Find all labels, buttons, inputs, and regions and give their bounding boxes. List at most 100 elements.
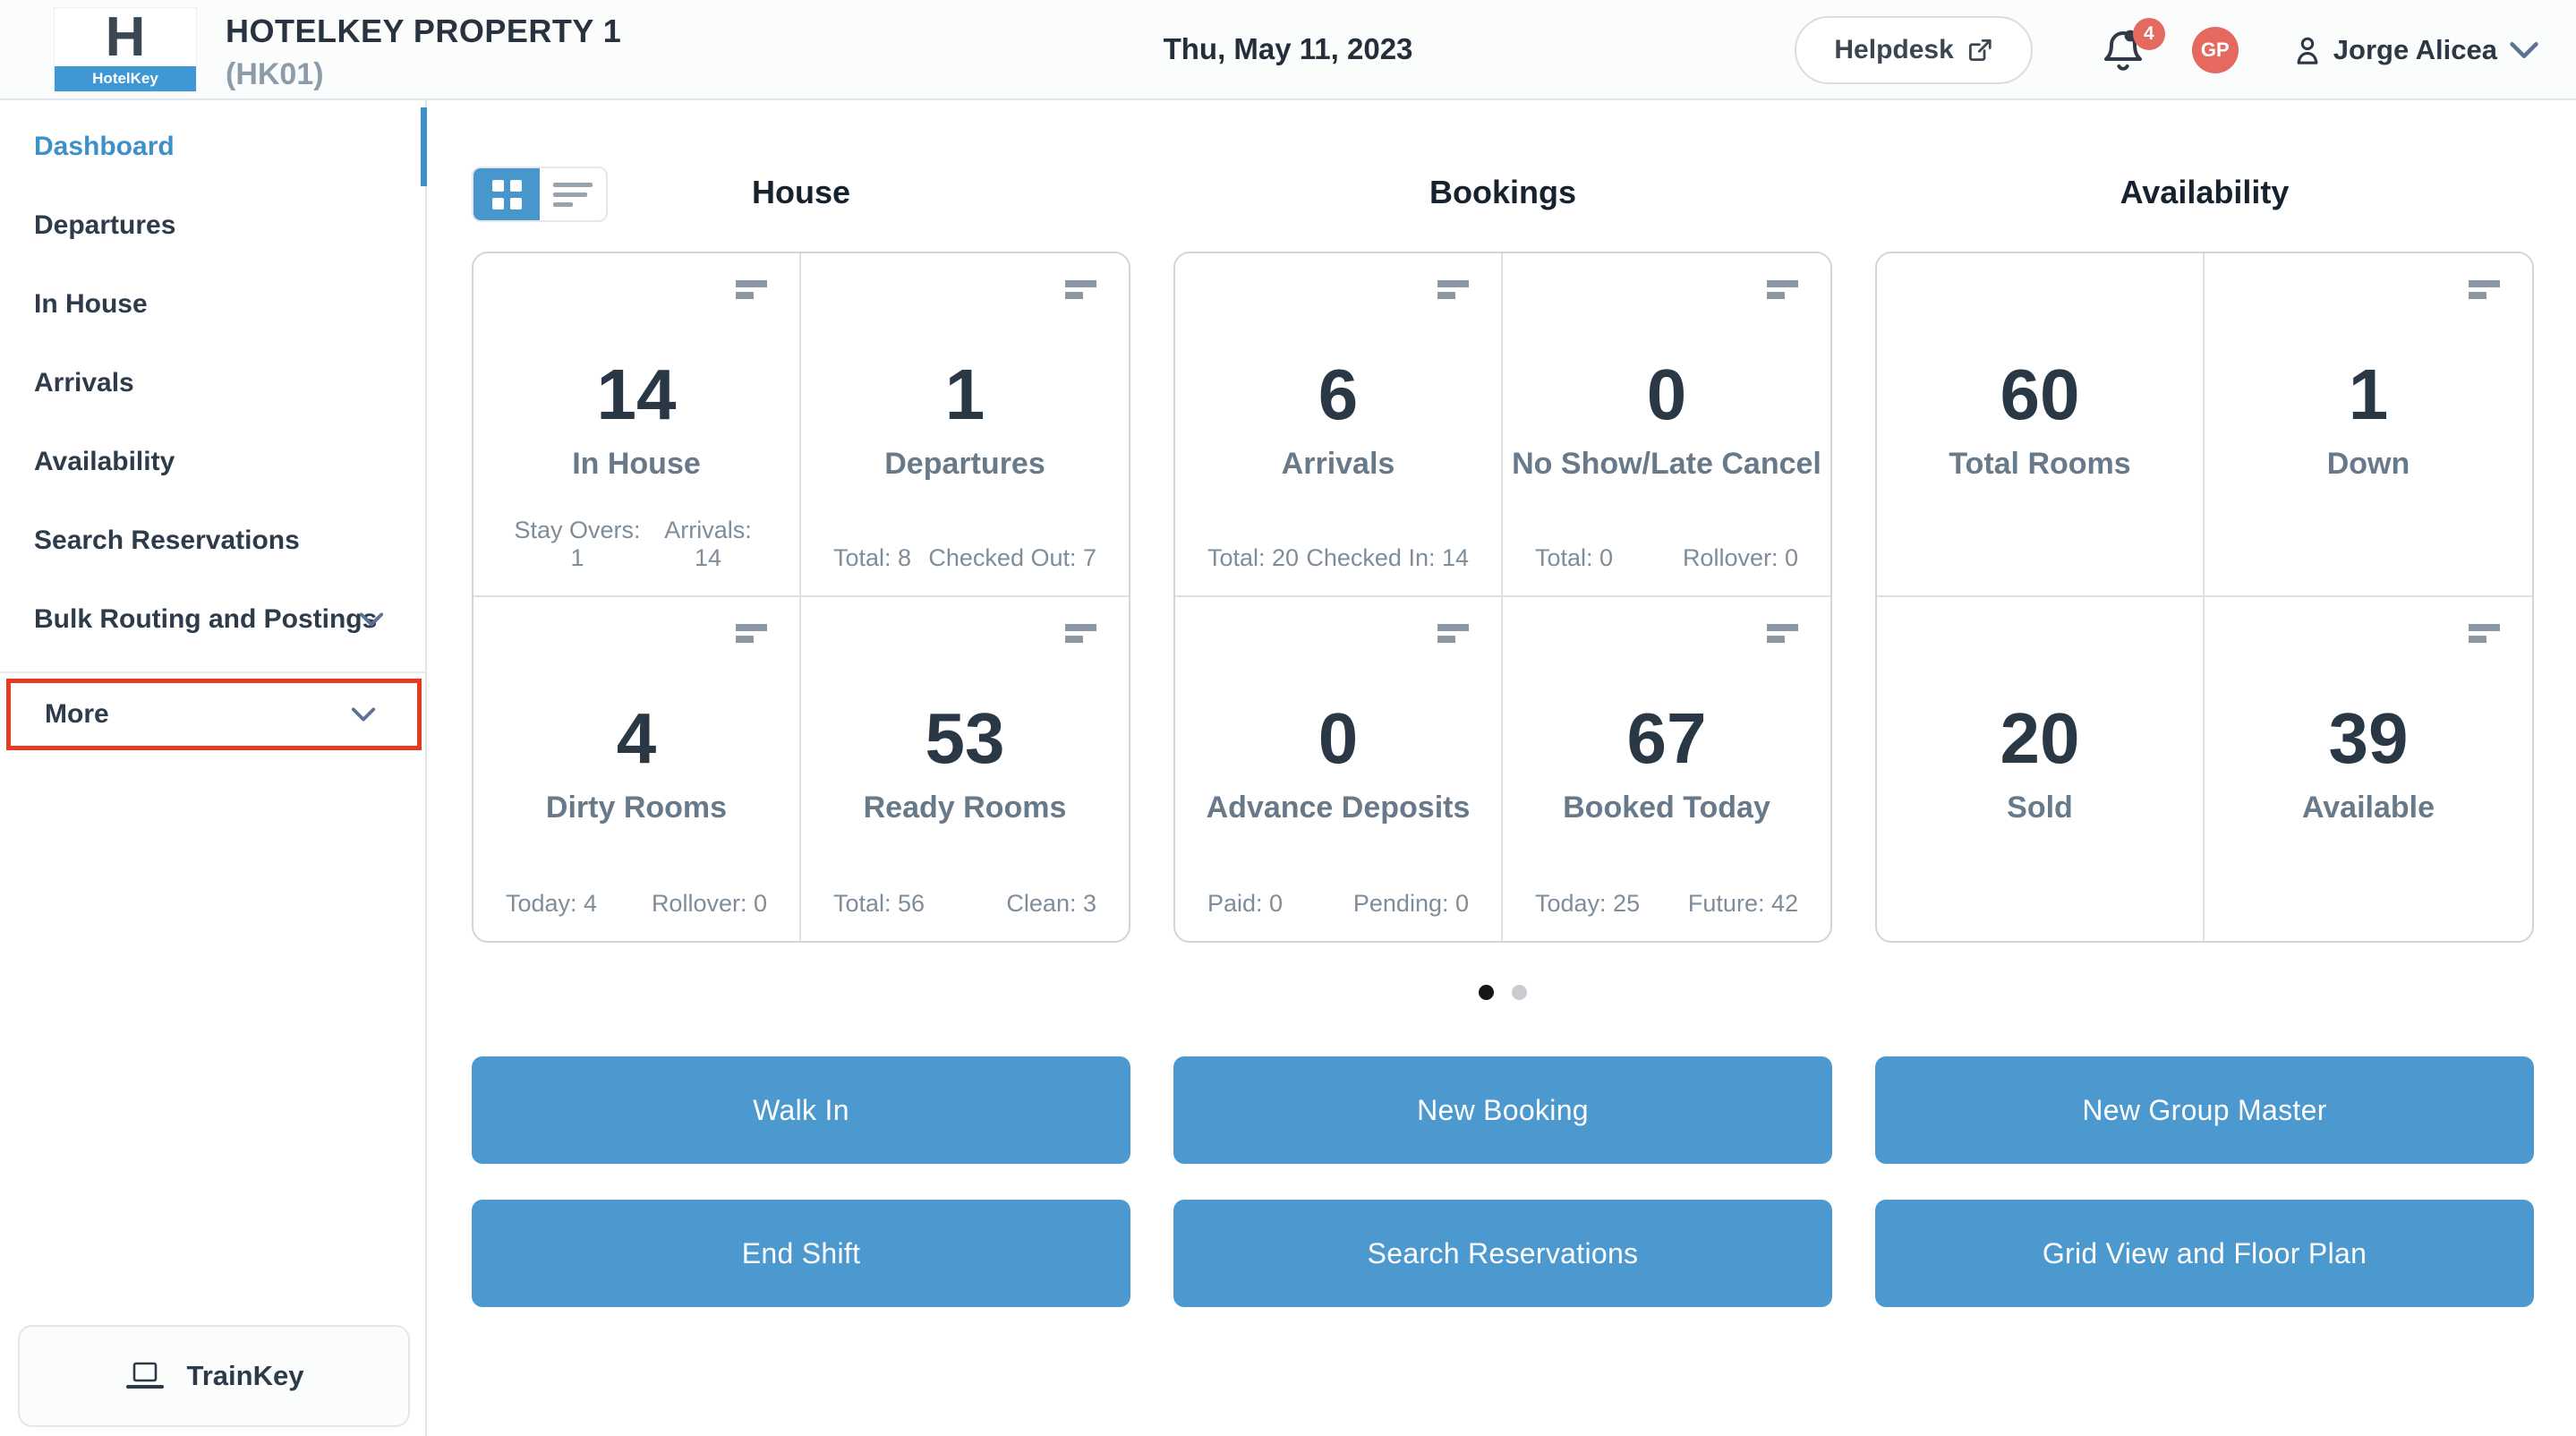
sidebar-divider bbox=[0, 671, 425, 673]
stat-value: 53 bbox=[925, 698, 1005, 778]
sidebar-item-arrivals[interactable]: Arrivals bbox=[0, 344, 425, 423]
dashboard-sections: House 14 In House Stay Overs: 1 Arrivals… bbox=[472, 167, 2534, 943]
stat-footer: Today: 25 Future: 42 bbox=[1535, 890, 1798, 918]
stat-footer-left: Stay Overs: 1 bbox=[514, 517, 641, 571]
sidebar-item-departures[interactable]: Departures bbox=[0, 186, 425, 265]
stat-label: Departures bbox=[884, 447, 1045, 481]
stat-footer: Total: 0 Rollover: 0 bbox=[1535, 544, 1798, 572]
stat-card-available[interactable]: 39 Available bbox=[2205, 597, 2532, 941]
notifications-button[interactable]: 4 bbox=[2097, 18, 2165, 79]
stat-label: Arrivals bbox=[1281, 447, 1395, 481]
avatar[interactable]: GP bbox=[2191, 27, 2239, 73]
user-menu[interactable]: Jorge Alicea bbox=[2292, 33, 2540, 67]
active-indicator bbox=[421, 107, 427, 186]
sidebar-item-label: Dashboard bbox=[34, 132, 175, 161]
stat-label: Dirty Rooms bbox=[545, 791, 728, 825]
walk-in-button[interactable]: Walk In bbox=[472, 1056, 1130, 1164]
stat-card-down[interactable]: 1 Down bbox=[2205, 253, 2532, 597]
section-house: House 14 In House Stay Overs: 1 Arrivals… bbox=[472, 167, 1130, 943]
stat-card-no-show-late-cancel[interactable]: 0 No Show/Late Cancel Total: 0 Rollover:… bbox=[1503, 253, 1830, 597]
stat-label: No Show/Late Cancel bbox=[1512, 447, 1821, 481]
helpdesk-label: Helpdesk bbox=[1834, 35, 1954, 64]
new-group-master-button[interactable]: New Group Master bbox=[1875, 1056, 2534, 1164]
stat-label: Booked Today bbox=[1563, 791, 1770, 825]
card-group-bookings: 6 Arrivals Total: 20 Checked In: 14 0 No… bbox=[1173, 252, 1832, 943]
sidebar: Dashboard Departures In House Arrivals A… bbox=[0, 100, 427, 1436]
stat-value: 60 bbox=[2000, 355, 2080, 434]
view-toggle bbox=[472, 167, 608, 222]
hotelkey-logo[interactable]: H HotelKey bbox=[54, 7, 197, 92]
card-menu-icon[interactable] bbox=[736, 624, 767, 643]
stat-footer-left: Total: 20 bbox=[1207, 544, 1300, 571]
stat-card-in-house[interactable]: 14 In House Stay Overs: 1 Arrivals: 14 bbox=[473, 253, 801, 597]
card-menu-icon[interactable] bbox=[1065, 280, 1096, 299]
stat-footer-right: Rollover: 0 bbox=[651, 890, 767, 917]
card-group-availability: 60 Total Rooms 1 Down 20 Sold 39 Availab… bbox=[1875, 252, 2534, 943]
stat-card-advance-deposits[interactable]: 0 Advance Deposits Paid: 0 Pending: 0 bbox=[1175, 597, 1503, 941]
logo-letter: H bbox=[105, 5, 146, 68]
stat-footer-left: Total: 8 bbox=[833, 544, 912, 571]
sidebar-item-more[interactable]: More bbox=[11, 683, 417, 746]
stat-value: 20 bbox=[2000, 698, 2080, 778]
stat-footer: Total: 20 Checked In: 14 bbox=[1207, 544, 1469, 572]
section-availability: Availability 60 Total Rooms 1 Down 20 So… bbox=[1875, 167, 2534, 943]
stat-label: Advance Deposits bbox=[1206, 791, 1471, 825]
card-menu-icon[interactable] bbox=[1065, 624, 1096, 643]
sidebar-item-availability[interactable]: Availability bbox=[0, 423, 425, 501]
stat-footer: Total: 8 Checked Out: 7 bbox=[833, 544, 1096, 572]
sidebar-item-bulk-routing-and-postings[interactable]: Bulk Routing and Postings bbox=[0, 580, 425, 659]
grid-view-button[interactable] bbox=[473, 168, 540, 220]
chevron-down-icon bbox=[357, 611, 386, 628]
sidebar-item-dashboard[interactable]: Dashboard bbox=[0, 107, 427, 186]
stat-footer-right: Pending: 0 bbox=[1352, 890, 1469, 917]
trainkey-button[interactable]: TrainKey bbox=[18, 1325, 410, 1427]
list-view-button[interactable] bbox=[540, 168, 606, 220]
stat-footer: Total: 56 Clean: 3 bbox=[833, 890, 1096, 918]
stat-value: 1 bbox=[2348, 355, 2389, 434]
carousel-dot-2[interactable] bbox=[1512, 985, 1528, 1001]
grid-view-floor-plan-button[interactable]: Grid View and Floor Plan bbox=[1875, 1200, 2534, 1307]
stat-label: Sold bbox=[2007, 791, 2073, 825]
quick-actions: Walk In New Booking New Group Master End… bbox=[472, 1056, 2534, 1307]
stat-footer-left: Paid: 0 bbox=[1207, 890, 1284, 917]
stat-footer-left: Today: 4 bbox=[506, 890, 598, 917]
main-content: House 14 In House Stay Overs: 1 Arrivals… bbox=[427, 100, 2576, 1436]
section-title: Bookings bbox=[1429, 174, 1576, 210]
stat-card-departures[interactable]: 1 Departures Total: 8 Checked Out: 7 bbox=[801, 253, 1129, 597]
card-menu-icon[interactable] bbox=[2469, 624, 2500, 643]
stat-card-arrivals[interactable]: 6 Arrivals Total: 20 Checked In: 14 bbox=[1175, 253, 1503, 597]
card-menu-icon[interactable] bbox=[1767, 624, 1798, 643]
sidebar-nav: Dashboard Departures In House Arrivals A… bbox=[0, 100, 427, 750]
carousel-dot-1[interactable] bbox=[1478, 985, 1494, 1001]
stat-card-dirty-rooms[interactable]: 4 Dirty Rooms Today: 4 Rollover: 0 bbox=[473, 597, 801, 941]
stat-footer-left: Total: 56 bbox=[833, 890, 925, 917]
search-reservations-button[interactable]: Search Reservations bbox=[1173, 1200, 1832, 1307]
sidebar-item-in-house[interactable]: In House bbox=[0, 265, 425, 344]
stat-footer: Today: 4 Rollover: 0 bbox=[506, 890, 767, 918]
stat-footer-right: Clean: 3 bbox=[1006, 890, 1096, 917]
helpdesk-button[interactable]: Helpdesk bbox=[1795, 16, 2033, 84]
logo-brand: HotelKey bbox=[55, 66, 196, 91]
sidebar-item-search-reservations[interactable]: Search Reservations bbox=[0, 501, 425, 580]
card-menu-icon[interactable] bbox=[1767, 280, 1798, 299]
card-menu-icon[interactable] bbox=[1437, 280, 1469, 299]
card-menu-icon[interactable] bbox=[736, 280, 767, 299]
stat-card-total-rooms[interactable]: 60 Total Rooms bbox=[1877, 253, 2205, 597]
stat-footer-right: Rollover: 0 bbox=[1682, 544, 1798, 571]
card-menu-icon[interactable] bbox=[1437, 624, 1469, 643]
person-icon bbox=[2292, 33, 2323, 67]
new-booking-button[interactable]: New Booking bbox=[1173, 1056, 1832, 1164]
header-right-cluster: Helpdesk 4 GP bbox=[1795, 0, 2540, 100]
stat-card-booked-today[interactable]: 67 Booked Today Today: 25 Future: 42 bbox=[1503, 597, 1830, 941]
stat-value: 4 bbox=[616, 698, 657, 778]
sidebar-item-label: Search Reservations bbox=[34, 526, 300, 555]
sidebar-item-label: Bulk Routing and Postings bbox=[34, 604, 378, 634]
stat-card-ready-rooms[interactable]: 53 Ready Rooms Total: 56 Clean: 3 bbox=[801, 597, 1129, 941]
property-title-block: HOTELKEY PROPERTY 1 (HK01) bbox=[226, 13, 621, 92]
stat-card-sold[interactable]: 20 Sold bbox=[1877, 597, 2205, 941]
stat-value: 6 bbox=[1318, 355, 1359, 434]
card-menu-icon[interactable] bbox=[2469, 280, 2500, 299]
end-shift-button[interactable]: End Shift bbox=[472, 1200, 1130, 1307]
stat-footer: Stay Overs: 1 Arrivals: 14 bbox=[506, 517, 767, 572]
notification-badge: 4 bbox=[2132, 18, 2165, 50]
